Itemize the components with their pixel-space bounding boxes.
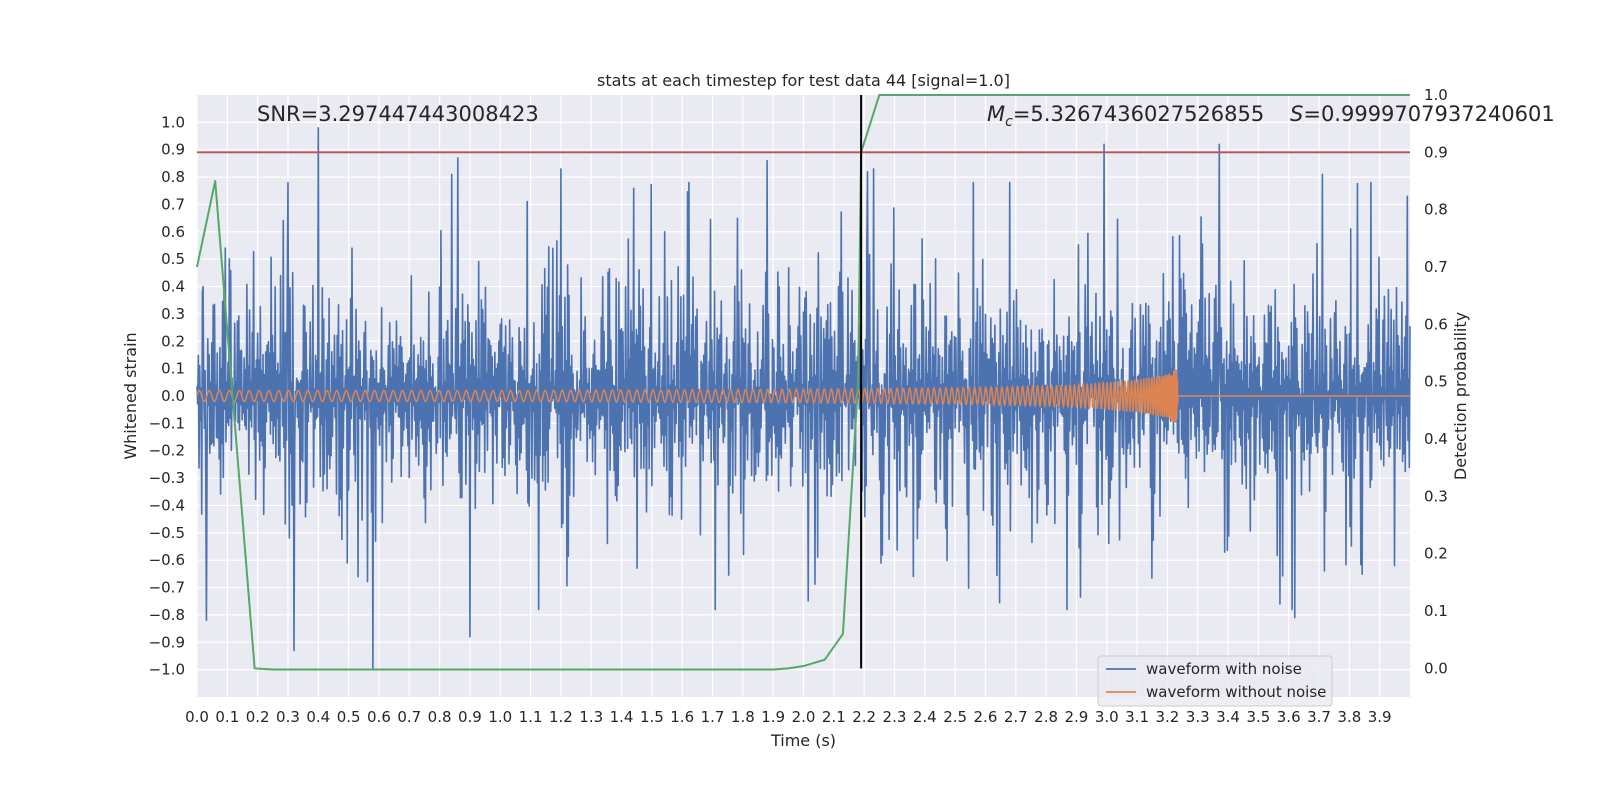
x-tick-label: 3.3 <box>1186 708 1210 726</box>
x-tick-label: 2.0 <box>792 708 816 726</box>
x-tick-label: 0.9 <box>458 708 482 726</box>
y-tick-label: 0.2 <box>161 332 185 350</box>
x-tick-label: 0.0 <box>185 708 209 726</box>
legend-label-waveform-with-noise: waveform with noise <box>1146 660 1302 678</box>
mc-subscript: c <box>1005 114 1013 130</box>
x-tick-label: 1.6 <box>670 708 694 726</box>
x-tick-label: 3.2 <box>1155 708 1179 726</box>
y-tick-label: −0.4 <box>149 496 185 514</box>
x-tick-label: 2.2 <box>852 708 876 726</box>
x-tick-label: 3.7 <box>1307 708 1331 726</box>
detection-probability-line <box>196 94 1410 671</box>
s-value: =0.9999707937240601 <box>1303 102 1554 126</box>
y-tick-label: 0.5 <box>161 250 185 268</box>
x-tick-label: 2.7 <box>1004 708 1028 726</box>
x-tick-label: 2.6 <box>974 708 998 726</box>
y-tick-label: −1.0 <box>149 661 185 679</box>
y2-tick-label: 0.9 <box>1424 143 1448 161</box>
y-tick-label: −0.6 <box>149 551 185 569</box>
y2-tick-label: 0.2 <box>1424 545 1448 563</box>
x-tick-label: 3.4 <box>1216 708 1240 726</box>
x-tick-label: 3.9 <box>1368 708 1392 726</box>
y-tick-label: −0.8 <box>149 606 185 624</box>
y-tick-label: 0.1 <box>161 360 185 378</box>
x-tick-label: 1.3 <box>579 708 603 726</box>
y2-axis-ticks: 0.0 0.1 0.2 0.3 0.4 0.5 0.6 0.7 0.8 0.9 1.0 <box>1424 86 1448 677</box>
y-tick-label: −0.1 <box>149 414 185 432</box>
series-detection-probability <box>196 94 1410 671</box>
snr-annotation: SNR=3.297447443008423 <box>257 102 539 126</box>
y-tick-label: 0.7 <box>161 195 185 213</box>
y2-tick-label: 0.5 <box>1424 373 1448 391</box>
y2-tick-label: 1.0 <box>1424 86 1448 104</box>
x-tick-label: 0.1 <box>215 708 239 726</box>
y-tick-label: 0.3 <box>161 305 185 323</box>
y2-tick-label: 0.6 <box>1424 315 1448 333</box>
y-axis-label: Whitened strain <box>121 332 140 459</box>
x-tick-label: 1.7 <box>701 708 725 726</box>
y-axis-ticks: −1.0 −0.9 −0.8 −0.7 −0.6 −0.5 −0.4 −0.3 −0.2 −0.1… <box>149 113 185 678</box>
mc-symbol: M <box>987 102 1005 126</box>
y2-axis-label: Detection probability <box>1451 312 1470 480</box>
y2-tick-label: 0.7 <box>1424 258 1448 276</box>
x-tick-label: 0.7 <box>397 708 421 726</box>
x-tick-label: 1.4 <box>610 708 634 726</box>
x-tick-label: 0.5 <box>337 708 361 726</box>
y-tick-label: −0.7 <box>149 579 185 597</box>
x-tick-label: 1.0 <box>488 708 512 726</box>
y-tick-label: 0.4 <box>161 278 185 296</box>
x-tick-label: 3.8 <box>1337 708 1361 726</box>
y2-tick-label: 0.4 <box>1424 430 1448 448</box>
series-waveform-without-noise <box>196 369 1410 423</box>
x-tick-label: 3.1 <box>1125 708 1149 726</box>
s-annotation: S=0.9999707937240601 <box>1290 102 1555 126</box>
x-tick-label: 3.6 <box>1277 708 1301 726</box>
x-tick-label: 0.2 <box>246 708 270 726</box>
chart-title: stats at each timestep for test data 44 … <box>597 71 1010 90</box>
s-symbol: S <box>1290 102 1303 126</box>
y2-tick-label: 0.0 <box>1424 659 1448 677</box>
x-tick-label: 3.5 <box>1246 708 1270 726</box>
x-tick-label: 1.8 <box>731 708 755 726</box>
y-tick-label: −0.2 <box>149 442 185 460</box>
y-tick-label: −0.5 <box>149 524 185 542</box>
x-tick-label: 1.2 <box>549 708 573 726</box>
series-waveform-with-noise <box>196 127 1411 671</box>
noise-waveform-line <box>196 127 1411 671</box>
mc-annotation: Mc=5.3267436027526855 <box>987 102 1264 130</box>
x-tick-label: 0.3 <box>276 708 300 726</box>
x-tick-label: 2.3 <box>883 708 907 726</box>
clean-waveform-line <box>196 369 1410 423</box>
y-tick-label: 1.0 <box>161 113 185 131</box>
x-tick-label: 3.0 <box>1095 708 1119 726</box>
legend-label-waveform-without-noise: waveform without noise <box>1146 683 1326 701</box>
x-tick-label: 0.6 <box>367 708 391 726</box>
mc-value: =5.3267436027526855 <box>1013 102 1264 126</box>
x-axis-ticks: 0.0 0.1 0.2 0.3 0.4 0.5 0.6 0.7 0.8 0.9 1.0 1.1 1.2 1… <box>185 708 1392 726</box>
x-tick-label: 1.5 <box>640 708 664 726</box>
x-tick-label: 0.4 <box>306 708 330 726</box>
y-tick-label: 0.9 <box>161 141 185 159</box>
x-tick-label: 2.5 <box>943 708 967 726</box>
y-tick-label: 0.6 <box>161 223 185 241</box>
x-axis-label: Time (s) <box>770 731 836 750</box>
legend: waveform with noise waveform without noi… <box>1097 655 1333 707</box>
x-tick-label: 0.8 <box>428 708 452 726</box>
x-tick-label: 2.1 <box>822 708 846 726</box>
y-tick-label: 0.8 <box>161 168 185 186</box>
x-tick-label: 2.4 <box>913 708 937 726</box>
x-tick-label: 1.1 <box>519 708 543 726</box>
y-tick-label: 0.0 <box>161 387 185 405</box>
x-tick-label: 1.9 <box>761 708 785 726</box>
y2-tick-label: 0.3 <box>1424 487 1448 505</box>
y2-tick-label: 0.8 <box>1424 201 1448 219</box>
x-tick-label: 2.8 <box>1034 708 1058 726</box>
y2-tick-label: 0.1 <box>1424 602 1448 620</box>
legend-box <box>1097 655 1333 707</box>
x-tick-label: 2.9 <box>1064 708 1088 726</box>
y-tick-label: −0.3 <box>149 469 185 487</box>
y-tick-label: −0.9 <box>149 633 185 651</box>
